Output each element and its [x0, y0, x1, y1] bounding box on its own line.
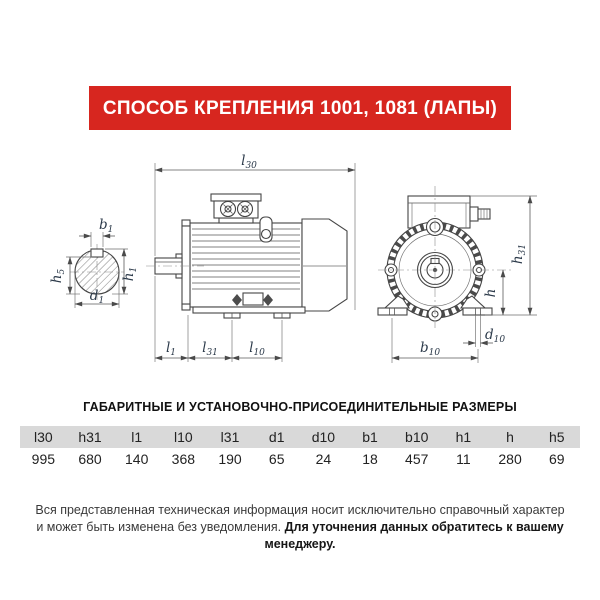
- dimensions-section-title: ГАБАРИТНЫЕ И УСТАНОВОЧНО-ПРИСОЕДИНИТЕЛЬН…: [83, 400, 517, 414]
- cooling-ribs: [192, 228, 300, 290]
- dim-label-h31: h31: [510, 244, 528, 264]
- disclaimer-line1: Вся представленная техническая информаци…: [35, 503, 565, 517]
- value-l10: 368: [171, 451, 196, 467]
- col-header-d10: d10: [311, 429, 336, 445]
- col-header-l30: l30: [33, 429, 53, 445]
- dim-label-h: h: [483, 289, 499, 298]
- value-d10: 24: [315, 451, 332, 467]
- motor-side-view: l30: [146, 153, 356, 362]
- shaft-cross-section-view: b1 h5 h1 d1: [49, 217, 139, 308]
- table-header-row: l30 h31 l1 l10 l31 d1 d10 b1 b10 h1 h h5: [20, 426, 580, 448]
- feet-plate: [192, 306, 306, 314]
- cable-gland-front: [469, 206, 479, 222]
- col-header-b1: b1: [362, 429, 378, 445]
- col-header-b10: b10: [405, 429, 429, 445]
- disclaimer-line2: и может быть изменена без уведомления. Д…: [0, 519, 600, 553]
- dimensions-table: l30 h31 l1 l10 l31 d1 d10 b1 b10 h1 h h5…: [20, 426, 580, 470]
- disclaimer-line2-regular: и может быть изменена без уведомления.: [36, 520, 285, 534]
- keyway: [90, 248, 104, 258]
- value-h1: 11: [456, 451, 471, 467]
- value-b1: 18: [362, 451, 378, 467]
- col-header-h5: h5: [548, 429, 565, 445]
- eyebolt: [259, 216, 273, 243]
- value-l31: 190: [218, 451, 242, 467]
- foot-bolt-icon: [232, 294, 242, 306]
- value-h5: 69: [548, 451, 565, 467]
- col-header-h: h: [506, 429, 514, 445]
- dim-label-h5: h5: [49, 269, 67, 284]
- disclaimer: Вся представленная техническая информаци…: [0, 502, 600, 553]
- col-header-l10: l10: [174, 429, 193, 445]
- fan-cover: [301, 218, 348, 312]
- value-l1: 140: [125, 451, 149, 467]
- foot-right: [462, 307, 493, 316]
- dim-label-l30: l30: [241, 153, 257, 171]
- col-header-d1: d1: [268, 429, 285, 445]
- table-values-row: 995 680 140 368 190 65 24 18 457 11 280 …: [20, 448, 580, 470]
- value-d1: 65: [268, 451, 285, 467]
- nameplate: [242, 292, 264, 306]
- dim-label-h1: h1: [121, 267, 139, 281]
- col-header-h31: h31: [78, 429, 102, 445]
- motor-front-view: h31 h d10 b10: [377, 186, 537, 363]
- terminal-box-side: [210, 193, 262, 224]
- dim-label-b1: b1: [99, 217, 113, 235]
- dim-label-d10: d10: [485, 327, 505, 345]
- col-header-h1: h1: [455, 429, 472, 445]
- foot-bolt-icon: [263, 294, 273, 306]
- dim-label-l31: l31: [202, 340, 218, 358]
- banner-container: СПОСОБ КРЕПЛЕНИЯ 1001, 1081 (ЛАПЫ): [0, 0, 600, 130]
- terminal-box-front: [407, 195, 491, 229]
- dim-label-b10: b10: [420, 340, 440, 358]
- dim-label-l1: l1: [166, 340, 176, 358]
- col-header-l31: l31: [220, 429, 240, 445]
- dim-label-d1: d1: [90, 288, 104, 306]
- bearing-shield: [181, 225, 191, 305]
- value-l30: 995: [31, 451, 56, 467]
- value-h: 280: [498, 451, 522, 467]
- disclaimer-line2-bold: Для уточнения данных обратитесь к вашему…: [264, 520, 564, 551]
- page-title: СПОСОБ КРЕПЛЕНИЯ 1001, 1081 (ЛАПЫ): [88, 86, 512, 130]
- dim-label-l10: l10: [249, 340, 265, 358]
- value-h31: 680: [78, 451, 102, 467]
- motor-dimension-drawing: b1 h5 h1 d1 l30: [49, 153, 537, 363]
- foot-left: [377, 307, 408, 316]
- col-header-l1: l1: [131, 429, 143, 445]
- value-b10: 457: [405, 451, 429, 467]
